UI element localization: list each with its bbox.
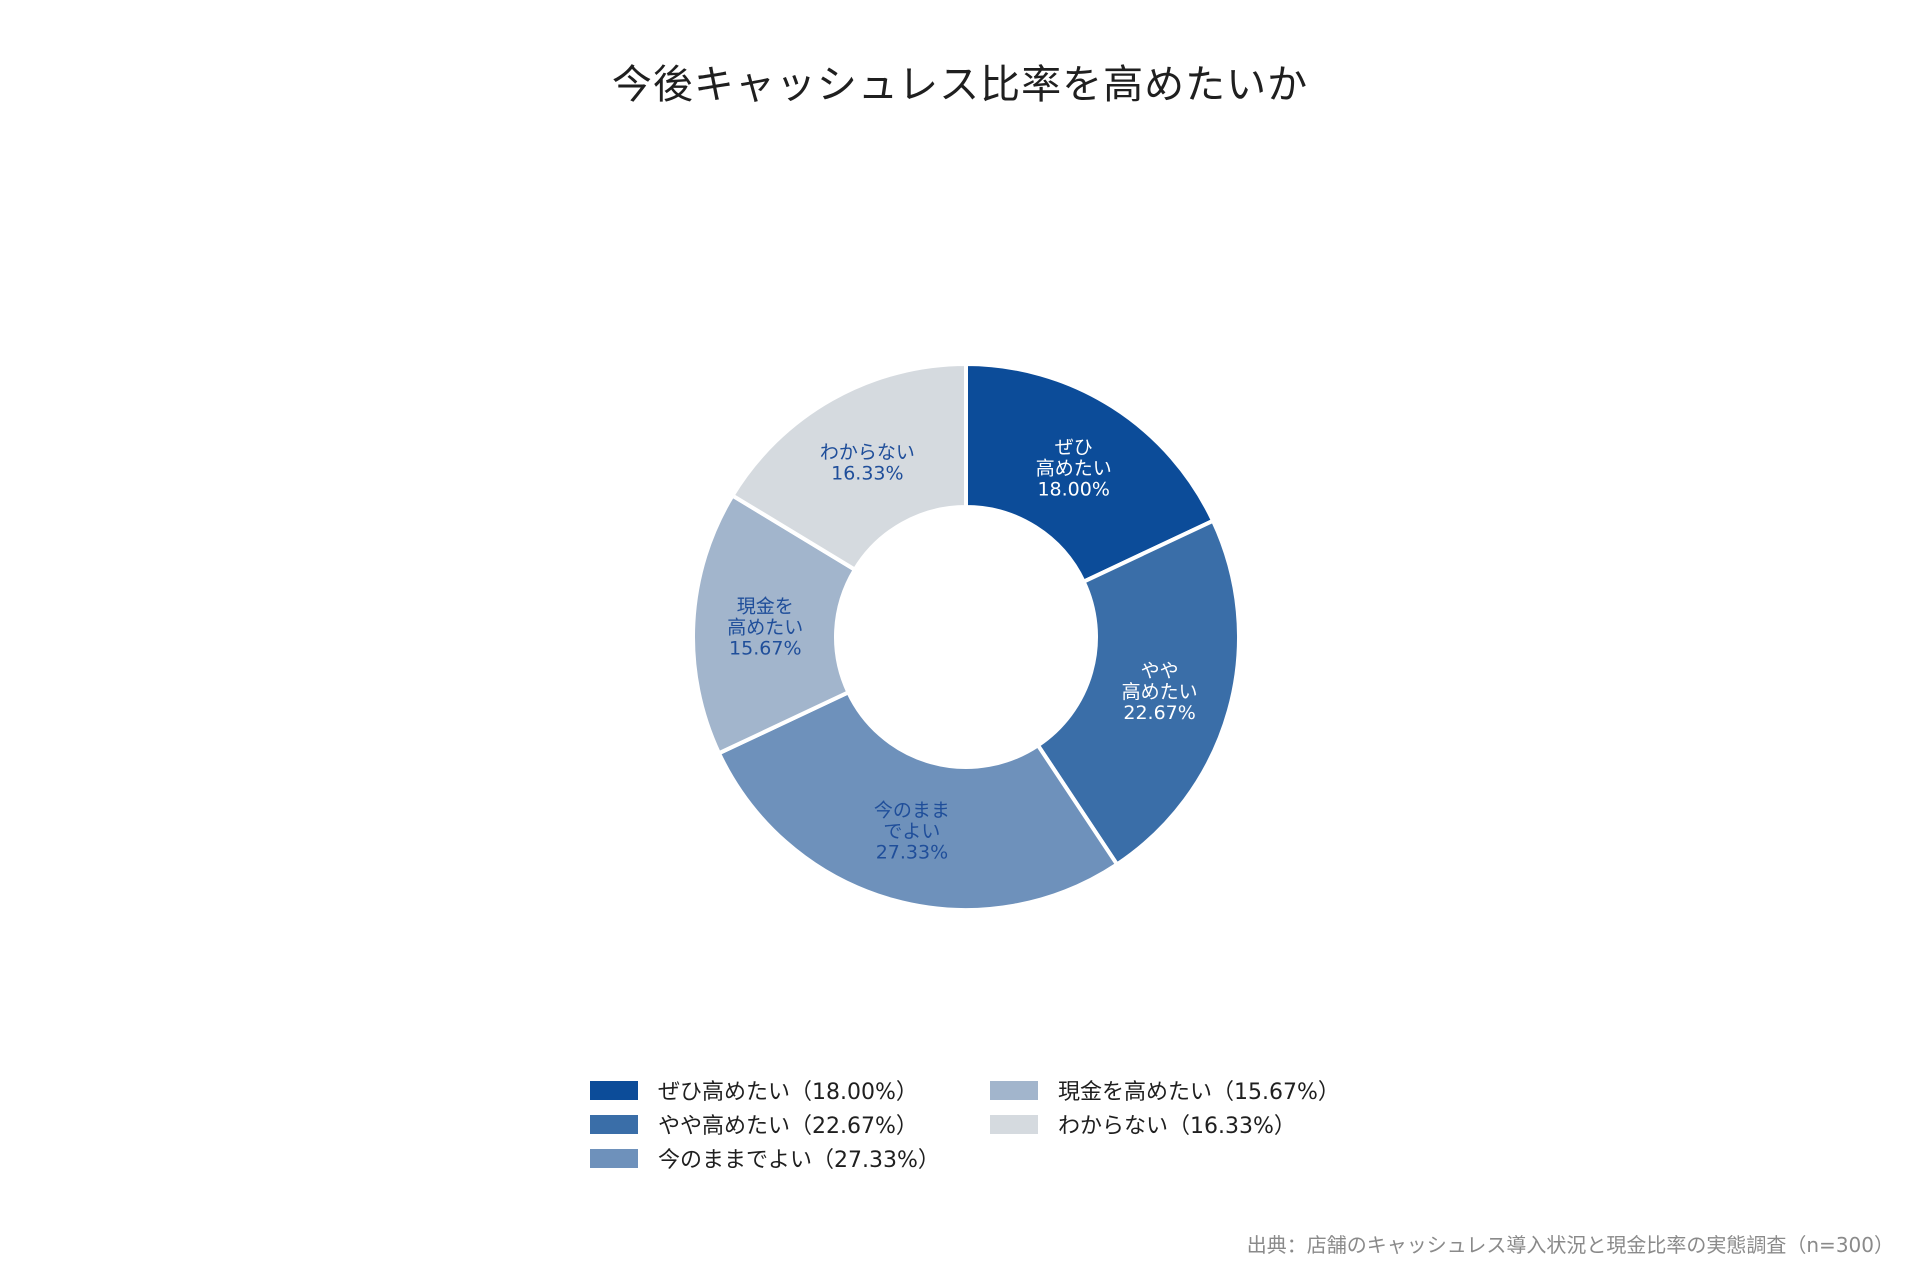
legend-label: 現金を高めたい（15.67%）: [1058, 1080, 1340, 1105]
legend-item-somewhat-increase: やや高めたい（22.67%）: [590, 1107, 990, 1141]
source-note: 出典：店舗のキャッシュレス導入状況と現金比率の実態調査（n=300）: [1246, 1233, 1894, 1257]
slice-label-increase-cash: 現金を高めたい 15.67%: [727, 595, 803, 659]
slice-label-somewhat-increase: やや高めたい 22.67%: [1122, 660, 1198, 724]
slice-label-keep-as-is: 今のままでよい 27.33%: [874, 800, 950, 864]
legend-item-keep-as-is: 今のままでよい（27.33%）: [590, 1141, 990, 1175]
legend-swatch: [990, 1114, 1038, 1134]
legend-label: 今のままでよい（27.33%）: [658, 1148, 940, 1173]
donut-slices: [691, 361, 1242, 912]
legend-swatch: [590, 1114, 638, 1134]
slice-label-unknown: わからない 16.33%: [820, 441, 915, 484]
legend-label: ぜひ高めたい（18.00%）: [658, 1080, 918, 1105]
donut-slice-labels: ぜひ高めたい 18.00% やや高めたい 22.67% 今のままでよい 27.33% 現金を…: [727, 436, 1197, 863]
slice-somewhat-increase: [1035, 518, 1242, 868]
legend-label: わからない（16.33%）: [1058, 1114, 1296, 1139]
chart-legend: ぜひ高めたい（18.00%） やや高めたい（22.67%） 今のままでよい（27.3…: [590, 1073, 1390, 1175]
legend-item-strongly-increase: ぜひ高めたい（18.00%）: [590, 1073, 990, 1107]
legend-item-unknown: わからない（16.33%）: [990, 1107, 1390, 1141]
legend-item-increase-cash: 現金を高めたい（15.67%）: [990, 1073, 1390, 1107]
slice-keep-as-is: [716, 689, 1120, 912]
slice-strongly-increase: [964, 361, 1216, 585]
slice-label-strongly-increase: ぜひ高めたい 18.00%: [1036, 436, 1112, 500]
legend-label: やや高めたい（22.67%）: [658, 1114, 918, 1139]
legend-swatch: [990, 1080, 1038, 1100]
slice-increase-cash: [691, 492, 858, 756]
legend-swatch: [590, 1148, 638, 1168]
slice-unknown: [729, 361, 968, 573]
legend-swatch: [590, 1080, 638, 1100]
chart-title: 今後キャッシュレス比率を高めたいか: [611, 62, 1309, 108]
